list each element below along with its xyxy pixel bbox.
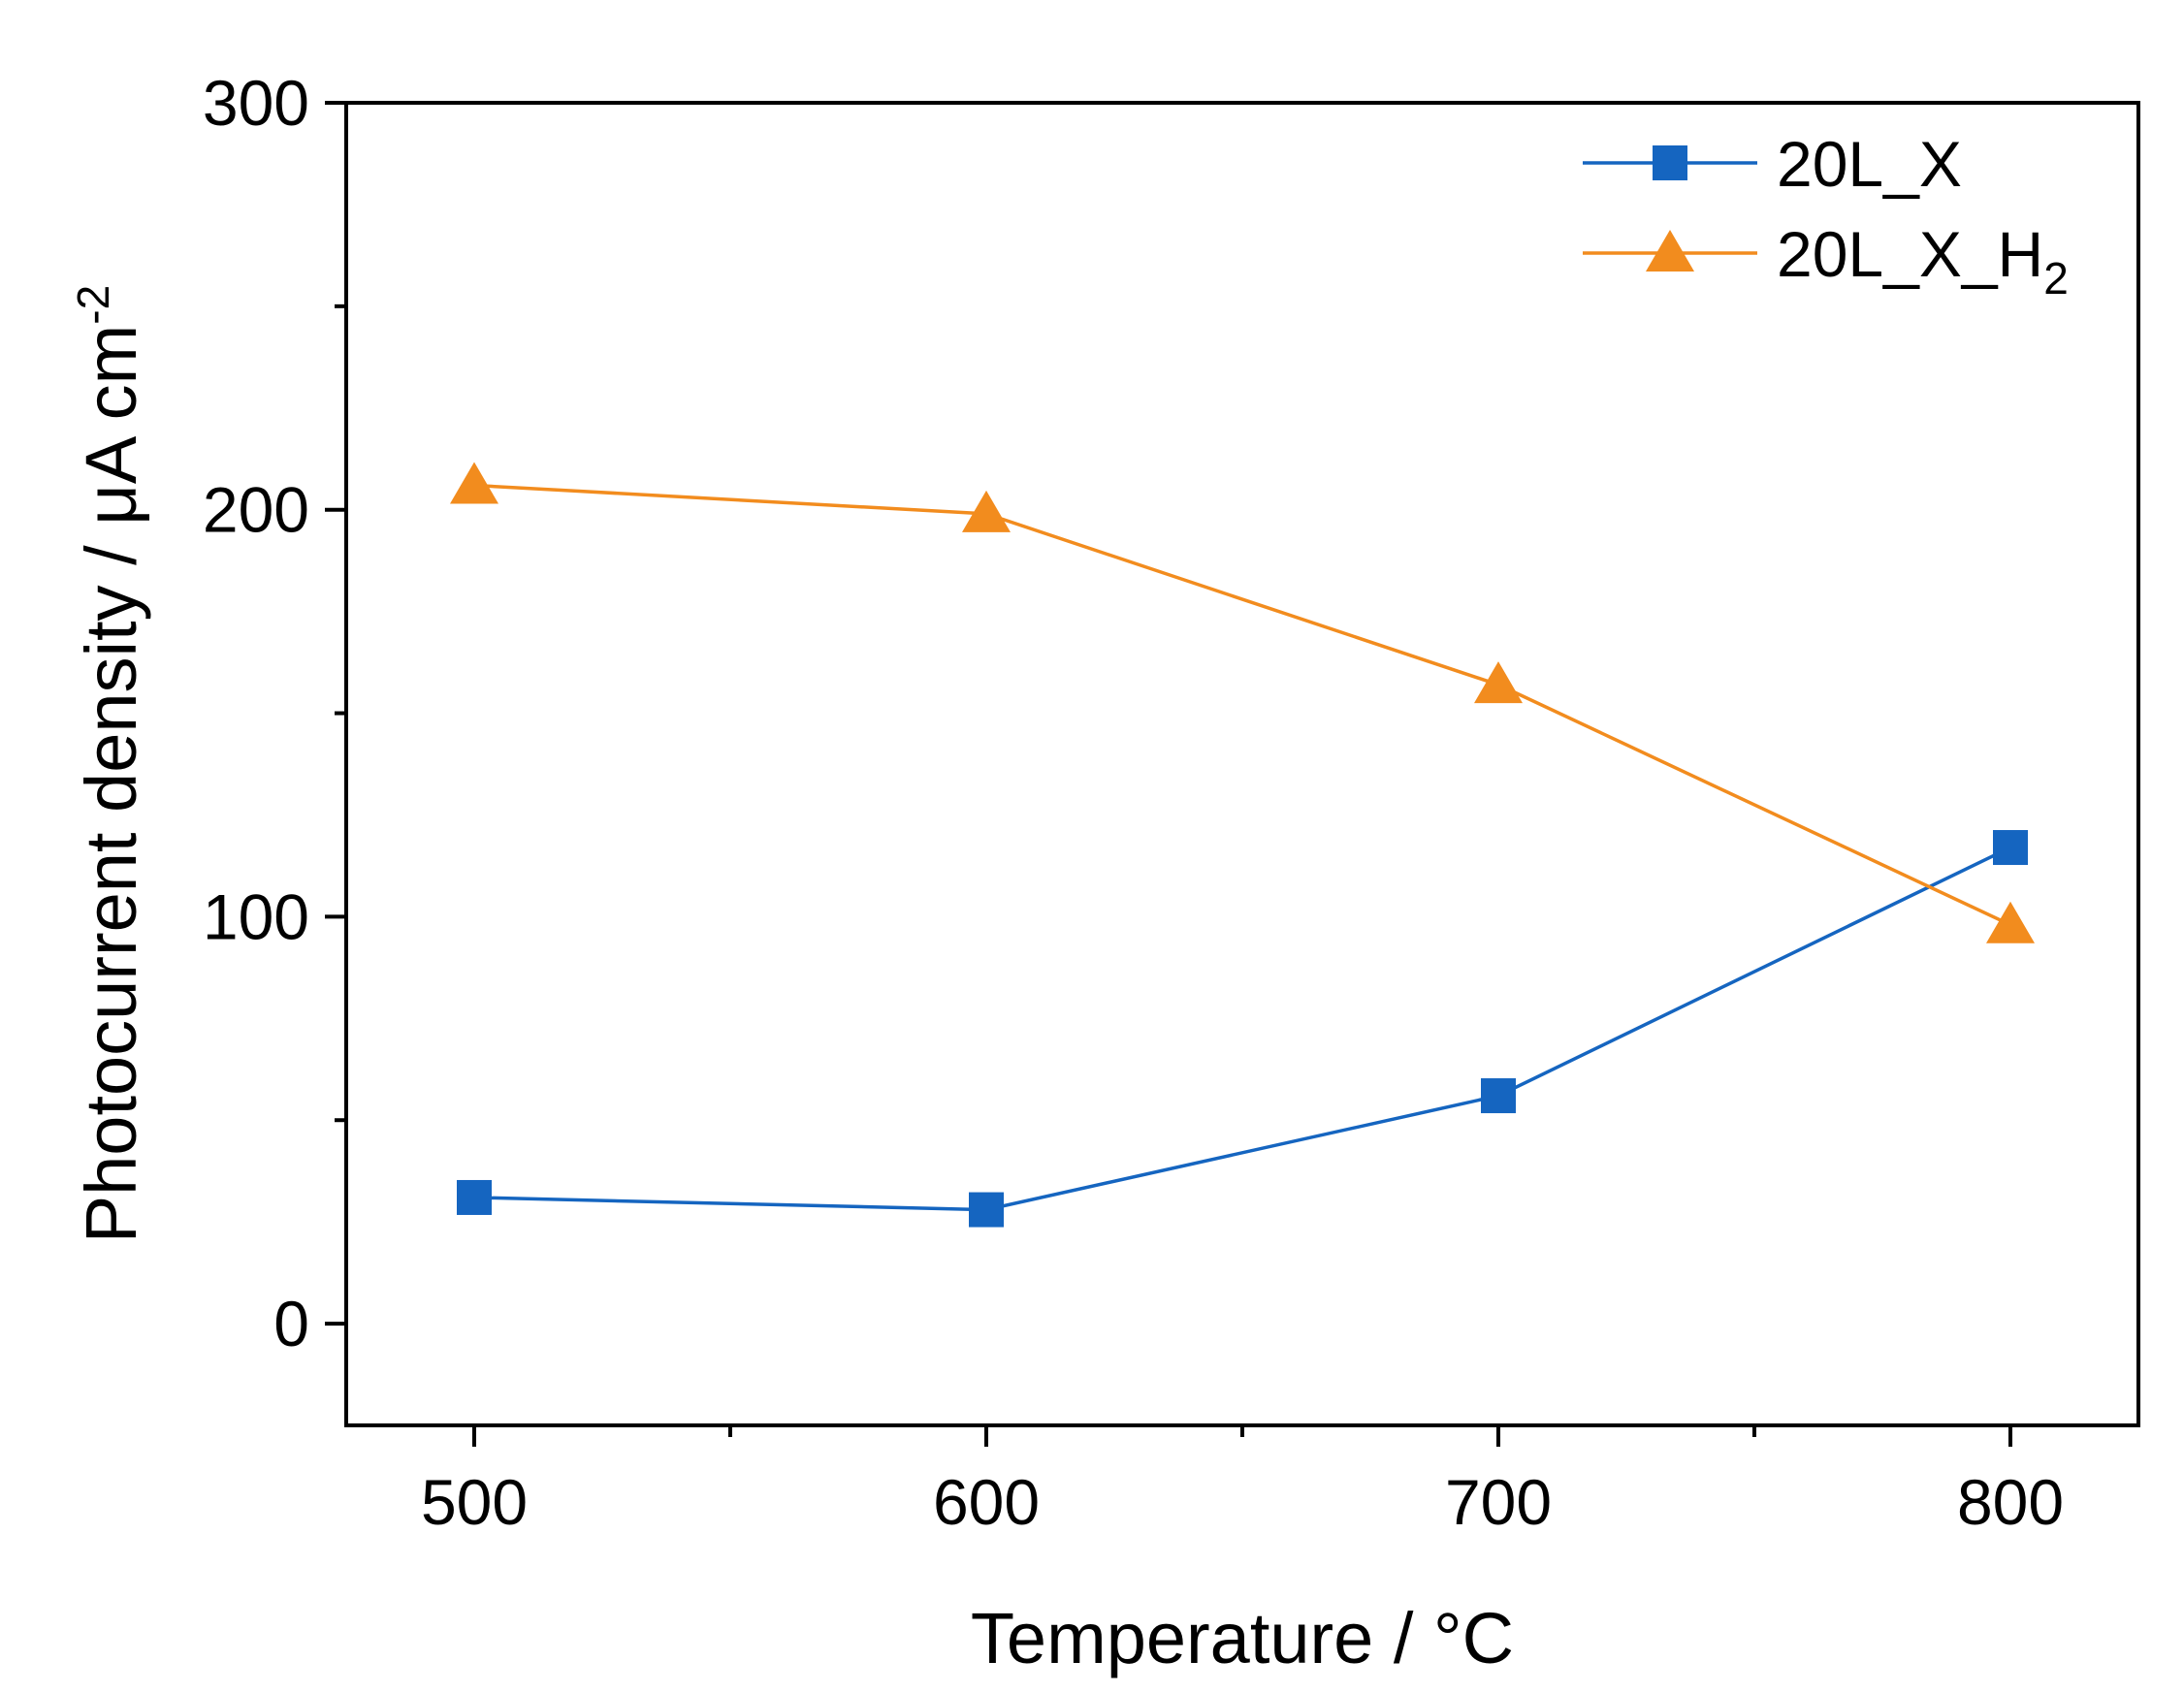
series-line bbox=[473, 846, 2011, 1212]
data-point bbox=[962, 490, 1011, 532]
x-tick-label: 500 bbox=[421, 1466, 528, 1538]
y-tick-label: 100 bbox=[203, 880, 309, 952]
y-axis-ticks: 0 100 200 300 bbox=[203, 67, 346, 1359]
data-point bbox=[1474, 661, 1523, 704]
x-tick-label: 600 bbox=[933, 1466, 1040, 1538]
y-axis-title-superscript: -2 bbox=[68, 285, 118, 325]
series-layer bbox=[450, 462, 2035, 1228]
legend-label: 20L_X bbox=[1777, 128, 1962, 200]
data-point bbox=[1481, 1078, 1516, 1114]
y-axis-title-base: Photocurrent density / μA cm bbox=[71, 325, 151, 1244]
y-tick-label: 0 bbox=[273, 1288, 309, 1359]
x-tick-label: 700 bbox=[1445, 1466, 1552, 1538]
legend-label-subscript: 2 bbox=[2043, 253, 2069, 303]
legend-marker bbox=[1653, 145, 1687, 180]
data-point bbox=[450, 462, 498, 504]
legend-item: 20L_X_H2 bbox=[1583, 218, 2069, 303]
data-point bbox=[969, 1192, 1004, 1228]
x-tick-label: 800 bbox=[1957, 1466, 2064, 1538]
x-axis-title: Temperature / °C bbox=[971, 1598, 1514, 1678]
y-tick-label: 300 bbox=[203, 67, 309, 139]
series-2 bbox=[450, 462, 2035, 943]
legend: 20L_X 20L_X_H2 bbox=[1583, 128, 2069, 303]
data-point bbox=[1993, 830, 2028, 866]
y-axis-title: Photocurrent density / μA cm-2 bbox=[68, 285, 151, 1243]
legend-label-text: 20L_X_H bbox=[1777, 218, 2043, 290]
y-tick-label: 200 bbox=[203, 474, 309, 546]
legend-item: 20L_X bbox=[1583, 128, 1962, 200]
legend-label: 20L_X_H2 bbox=[1777, 218, 2069, 303]
legend-label-text: 20L_X bbox=[1777, 128, 1962, 200]
series-1 bbox=[457, 830, 2028, 1228]
data-point bbox=[1986, 901, 2035, 943]
data-point bbox=[457, 1179, 492, 1215]
series-line bbox=[473, 483, 2011, 927]
plot-frame bbox=[344, 101, 2140, 1427]
x-axis-ticks: 500 600 700 800 bbox=[421, 1425, 2064, 1538]
legend-marker bbox=[1646, 230, 1694, 272]
